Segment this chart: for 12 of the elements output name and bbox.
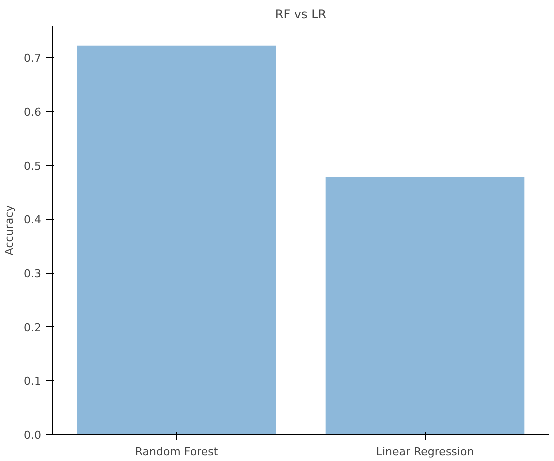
y-tick-label: 0.3 — [24, 268, 42, 281]
y-tick-label: 0.2 — [24, 321, 42, 334]
y-tick-label: 0.0 — [24, 429, 42, 442]
x-tick-label: Linear Regression — [376, 446, 474, 458]
y-tick-label: 0.7 — [24, 52, 42, 66]
chart-title: RF vs LR — [275, 8, 327, 22]
y-tick-label: 0.1 — [24, 375, 42, 388]
y-tick-label: 0.6 — [24, 106, 42, 120]
y-axis-title: Accuracy — [3, 204, 16, 256]
y-tick-label: 0.5 — [24, 160, 42, 173]
y-tick-label: 0.4 — [24, 214, 42, 227]
x-tick-label: Random Forest — [135, 446, 219, 458]
